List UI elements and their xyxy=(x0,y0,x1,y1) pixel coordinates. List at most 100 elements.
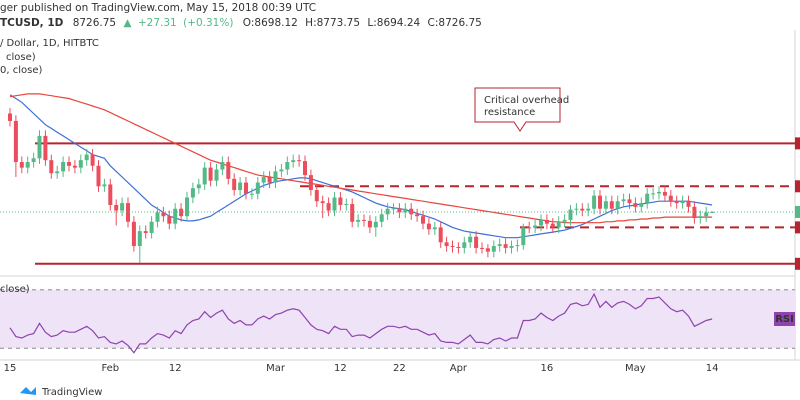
candle-body xyxy=(179,208,184,217)
candle-body xyxy=(332,197,337,211)
ohlc-label: L: xyxy=(367,17,376,29)
level-tag xyxy=(795,137,800,150)
brand-logo xyxy=(20,387,36,395)
candle-body xyxy=(609,201,614,209)
candle-body xyxy=(362,219,366,221)
candle-body xyxy=(710,211,715,213)
candle-body xyxy=(84,154,89,161)
candle-body xyxy=(90,154,95,166)
candle-body xyxy=(586,208,591,211)
candle-body xyxy=(161,212,166,217)
candle-body xyxy=(527,227,532,229)
moving-average xyxy=(9,93,713,224)
last-price-tag xyxy=(795,205,800,218)
x-tick-label: Apr xyxy=(450,363,468,374)
change-arrow: ▲ xyxy=(123,17,132,29)
candle-body xyxy=(285,162,290,170)
x-tick-label: 12 xyxy=(169,363,182,374)
candle-body xyxy=(497,244,502,247)
candle-body xyxy=(544,219,549,224)
change: +27.31 xyxy=(138,17,177,29)
candle-body xyxy=(137,231,142,247)
candle-body xyxy=(185,197,189,217)
candle-body xyxy=(704,212,709,217)
candle-body xyxy=(556,221,561,228)
x-tick-label: Mar xyxy=(266,363,286,374)
candle-body xyxy=(645,193,650,204)
candle-body xyxy=(173,208,178,224)
candle-body xyxy=(314,190,319,202)
moving-average xyxy=(9,94,713,239)
legend-ma: close) xyxy=(6,52,36,63)
candle-body xyxy=(491,246,496,252)
candle-body xyxy=(356,219,361,222)
candle-body xyxy=(102,184,107,187)
candle-body xyxy=(255,182,260,194)
candle-body xyxy=(686,201,691,207)
level-tag xyxy=(795,180,800,193)
candle-body xyxy=(13,120,18,163)
candle-body xyxy=(320,201,325,204)
candle-body xyxy=(214,169,219,181)
candle-body xyxy=(598,195,602,209)
low-value: 8694.24 xyxy=(377,17,421,29)
callout-text: Critical overhead xyxy=(484,95,569,106)
ohlc-label: O: xyxy=(243,17,255,29)
candle-body xyxy=(190,188,195,198)
candle-body xyxy=(580,208,585,211)
candle-body xyxy=(291,160,296,163)
candle-body xyxy=(574,208,579,210)
candle-body xyxy=(8,113,12,121)
candle-body xyxy=(96,165,101,187)
candle-body xyxy=(662,191,667,196)
candle-body xyxy=(167,216,172,224)
candle-body xyxy=(344,204,349,206)
candle-body xyxy=(267,176,272,183)
candle-body xyxy=(37,135,42,159)
candle-body xyxy=(485,248,490,252)
rsi-band xyxy=(0,289,795,349)
candle-body xyxy=(533,225,538,228)
candle-body xyxy=(114,204,119,211)
candle-body xyxy=(568,209,573,220)
candle-body xyxy=(43,135,48,161)
rsi-badge xyxy=(774,312,795,326)
candle-body xyxy=(550,223,555,228)
candle-body xyxy=(308,175,313,191)
x-tick-label: 22 xyxy=(393,363,406,374)
candle-body xyxy=(220,162,225,170)
candle-body xyxy=(249,193,254,195)
candle-body xyxy=(474,236,479,248)
ohlc-label: C: xyxy=(428,17,439,29)
candle-body xyxy=(19,162,24,168)
candle-body xyxy=(49,160,54,174)
candle-body xyxy=(509,246,514,248)
candle-body xyxy=(397,208,402,213)
header: ger published on TradingView.com, May 15… xyxy=(0,2,482,76)
candle-body xyxy=(462,242,467,248)
candle-body xyxy=(78,160,83,168)
x-tick-label: 15 xyxy=(4,363,17,374)
candle-body xyxy=(444,242,449,247)
candle-body xyxy=(539,219,543,226)
rsi-badge-text: RSI xyxy=(775,314,794,325)
candle-body xyxy=(31,158,36,163)
candle-body xyxy=(25,162,30,168)
candle-body xyxy=(367,220,372,228)
candle-body xyxy=(450,246,455,248)
candle-body xyxy=(627,199,632,204)
candle-body xyxy=(674,201,679,204)
candle-body xyxy=(668,195,673,202)
publisher-line: ger published on TradingView.com, May 15… xyxy=(0,2,316,14)
candle-body xyxy=(562,219,567,222)
candle-body xyxy=(391,208,396,210)
candle-body xyxy=(126,203,130,222)
candle-body xyxy=(131,221,136,247)
candle-body xyxy=(120,203,125,211)
rsi-pane: close) RSI xyxy=(0,284,795,354)
candle-body xyxy=(639,203,644,207)
callout-text: resistance xyxy=(484,107,535,118)
candle-body xyxy=(61,162,66,172)
candle-body xyxy=(480,247,484,249)
